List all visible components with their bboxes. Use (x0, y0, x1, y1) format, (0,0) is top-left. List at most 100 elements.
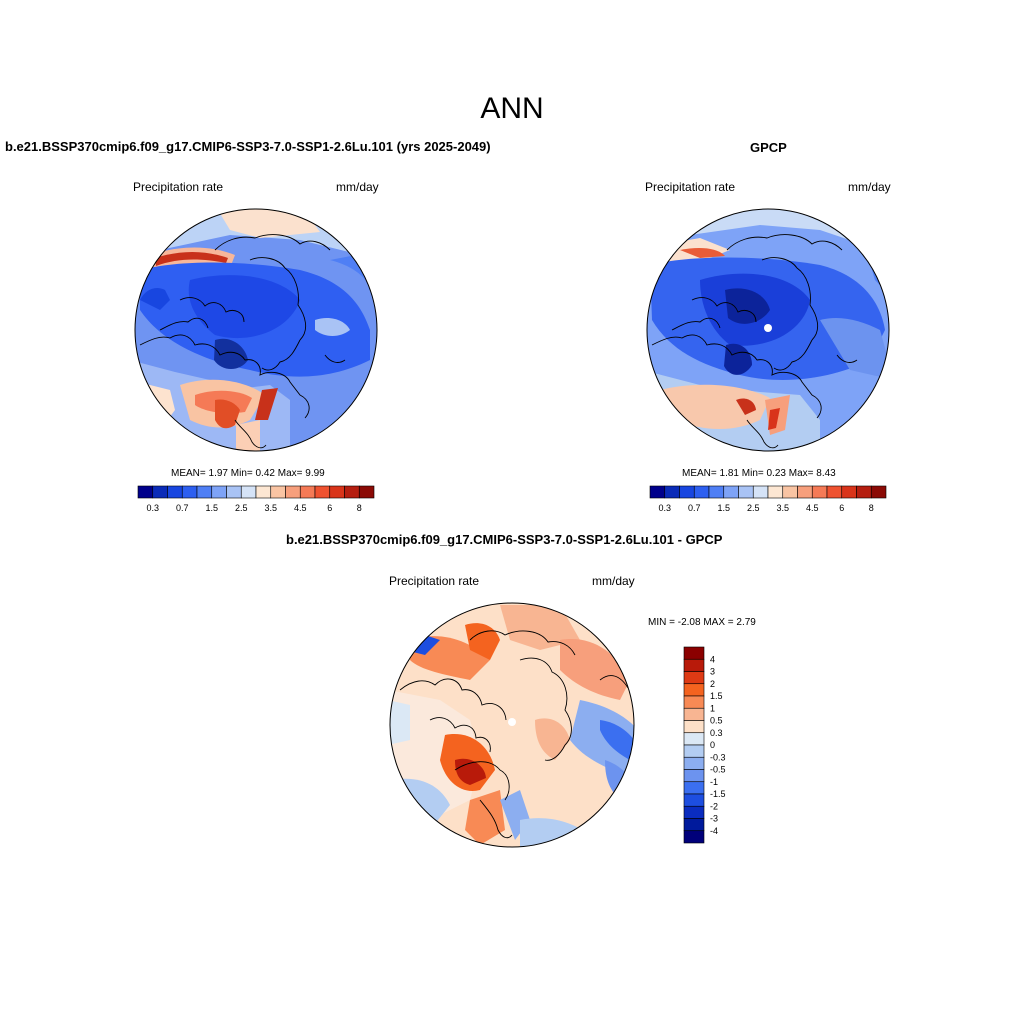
colorbar-swatch (679, 485, 695, 499)
min-label: MIN = (648, 617, 675, 628)
colorbar-tick-label: -1 (710, 777, 718, 787)
colorbar-swatch (664, 485, 680, 499)
colorbar-swatch (683, 793, 705, 807)
map2-pole-missing (764, 324, 772, 332)
colorbar-tick-label: -1.5 (710, 789, 726, 799)
mean-label: MEAN= (682, 468, 717, 479)
colorbar-swatch (683, 805, 705, 819)
colorbar-tick-label: -4 (710, 826, 718, 836)
colorbar-swatch (683, 720, 705, 734)
panel1-variable: Precipitation rate (133, 180, 224, 194)
colorbar-swatch (314, 485, 331, 499)
mean-label: MEAN= (171, 468, 206, 479)
colorbar-swatch (683, 818, 705, 832)
panel1-units: mm/day (336, 180, 379, 194)
max-value: 2.79 (736, 617, 756, 628)
map-gpcp-precip (647, 209, 889, 451)
colorbar-tick-label: 8 (869, 503, 874, 513)
mean-value: 1.81 (719, 468, 739, 479)
colorbar-swatch (137, 485, 154, 499)
colorbar-swatch (167, 485, 183, 499)
colorbar-swatch (649, 485, 666, 499)
colorbar-swatch (240, 485, 257, 499)
colorbar-swatch (723, 485, 739, 499)
colorbar-swatch (738, 485, 754, 499)
panel3-title: b.e21.BSSP370cmip6.f09_g17.CMIP6-SSP3-7.… (286, 532, 723, 547)
colorbar-swatch (683, 707, 705, 721)
colorbar-tick-label: 1.5 (717, 503, 730, 513)
panel3-variable: Precipitation rate (389, 574, 480, 588)
colorbar-swatch (285, 485, 301, 499)
colorbar-swatch (693, 485, 710, 499)
map2-coastlines (651, 234, 858, 449)
min-label: Min= (230, 468, 253, 479)
colorbar-swatch (841, 485, 857, 499)
colorbar-tick-label: 1 (710, 703, 715, 713)
colorbar-swatch (683, 732, 705, 746)
max-label: MAX = (703, 617, 734, 628)
colorbar-swatch (181, 485, 198, 499)
colorbar-tick-label: 3 (710, 667, 715, 677)
colorbar-swatch (683, 658, 705, 672)
colorbar-tick-label: -2 (710, 801, 718, 811)
colorbar-swatch (683, 830, 705, 844)
panel1-title: b.e21.BSSP370cmip6.f09_g17.CMIP6-SSP3-7.… (5, 139, 491, 154)
map3-pole-missing (508, 718, 516, 726)
panel3-units: mm/day (592, 574, 635, 588)
colorbar-swatch (329, 485, 345, 499)
colorbar-swatch (683, 646, 705, 660)
mean-value: 1.97 (208, 468, 228, 479)
figure-title: ANN (480, 92, 544, 125)
colorbar-swatch (870, 485, 887, 499)
colorbar-difference: 4 3 2 1.5 1 0.5 0.3 0 -0.3 -0.5 -1 -1.5 -2 -3 -4 (683, 646, 726, 844)
colorbar-swatch (196, 485, 213, 499)
colorbar-swatch (683, 756, 705, 770)
colorbar-swatch (226, 485, 242, 499)
map-model-precip (135, 209, 377, 451)
colorbar-swatch (767, 485, 784, 499)
colorbar-swatch (683, 695, 705, 709)
colorbar-swatch (211, 485, 227, 499)
colorbar-swatch (683, 781, 705, 795)
colorbar-swatch (782, 485, 798, 499)
colorbar-tick-label: 3.5 (776, 503, 789, 513)
colorbar-swatch (708, 485, 725, 499)
colorbar-tick-label: 0.5 (710, 716, 723, 726)
colorbar-swatch (683, 683, 705, 697)
colorbar-tick-label: 8 (357, 503, 362, 513)
colorbar-swatch (683, 744, 705, 758)
min-label: Min= (741, 468, 764, 479)
map1-coastlines (139, 234, 346, 449)
colorbar-tick-label: 0.3 (658, 503, 671, 513)
colorbar-tick-label: 0.7 (688, 503, 701, 513)
colorbar-swatch (358, 485, 375, 499)
colorbar-tick-label: 0 (710, 740, 715, 750)
colorbar-tick-label: 4.5 (806, 503, 819, 513)
panel2-units: mm/day (848, 180, 891, 194)
colorbar-swatch (299, 485, 316, 499)
colorbar-tick-label: -0.3 (710, 752, 726, 762)
panel2-stats: MEAN= 1.81 Min= 0.23 Max= 8.43 (682, 468, 836, 479)
colorbar-tick-label: 4.5 (294, 503, 307, 513)
colorbar-swatch (344, 485, 360, 499)
colorbar-tick-label: 2.5 (235, 503, 248, 513)
panel2-title: GPCP (750, 140, 787, 155)
colorbar-tick-label: 0.3 (146, 503, 159, 513)
colorbar-tick-label: 0.3 (710, 728, 723, 738)
colorbar-tick-label: 1.5 (710, 691, 723, 701)
colorbar-swatch (270, 485, 286, 499)
panel3-stats: MIN = -2.08 MAX = 2.79 (648, 617, 756, 628)
colorbar-swatch (856, 485, 872, 499)
map3-boundary (389, 602, 635, 848)
colorbar-gpcp: 0.3 0.7 1.5 2.5 3.5 4.5 6 8 (649, 485, 887, 513)
colorbar-tick-label: 0.7 (176, 503, 189, 513)
min-value: -2.08 (677, 617, 701, 628)
colorbar-tick-label: 2.5 (747, 503, 760, 513)
map1-boundary (134, 208, 378, 452)
colorbar-model: 0.3 0.7 1.5 2.5 3.5 4.5 6 8 (137, 485, 375, 513)
panel2-variable: Precipitation rate (645, 180, 736, 194)
map3-coastlines (399, 630, 629, 839)
colorbar-swatch (797, 485, 813, 499)
min-value: 0.23 (766, 468, 786, 479)
